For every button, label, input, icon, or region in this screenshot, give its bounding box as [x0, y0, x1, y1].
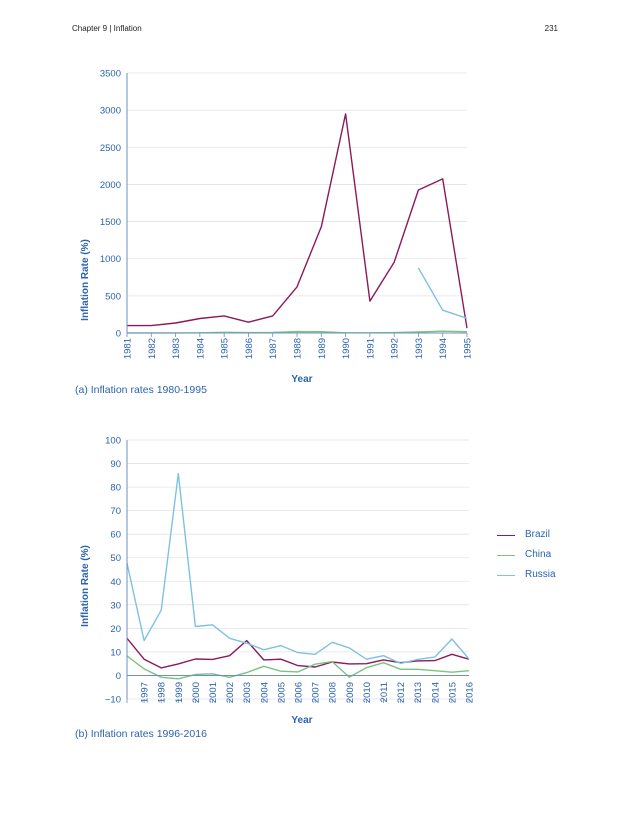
series-line-brazil	[127, 113, 468, 329]
x-tick-label: 2011	[379, 682, 390, 702]
series-line-russia	[126, 473, 470, 665]
series-line-russia	[417, 267, 468, 319]
y-tick-label: 40	[110, 577, 121, 588]
x-tick-label: 2000	[191, 682, 202, 703]
series-line-china	[126, 655, 470, 680]
x-tick-label: 2008	[328, 682, 339, 703]
x-tick-label: 1986	[244, 338, 255, 359]
x-tick-label: 2003	[242, 682, 253, 703]
x-tick-label: 2013	[413, 682, 424, 703]
chart-legend: Brazil China Russia	[497, 528, 597, 588]
chart-b-caption: (b) Inflation rates 1996-2016	[75, 728, 207, 740]
legend-label-russia: Russia	[525, 569, 556, 580]
y-tick-label: 70	[110, 506, 121, 517]
x-tick-label: 2015	[447, 682, 458, 703]
y-tick-label: 100	[105, 436, 121, 447]
legend-swatch-russia	[497, 575, 515, 576]
x-tick-label: 2002	[225, 682, 236, 703]
y-tick-label: 3500	[100, 69, 121, 80]
x-tick-label: 1987	[268, 338, 279, 359]
x-tick-label: 2007	[311, 682, 322, 703]
y-tick-label: 90	[110, 459, 121, 470]
x-tick-label: 2005	[276, 682, 287, 703]
y-tick-label: 20	[110, 624, 121, 635]
x-tick-label: 2014	[430, 682, 441, 703]
x-tick-label: 1994	[438, 338, 449, 359]
page-header: Chapter 9 | Inflation 231	[72, 24, 558, 38]
x-tick-label: 1988	[293, 338, 304, 359]
y-tick-label: 50	[110, 553, 121, 564]
chapter-title: Chapter 9 | Inflation	[72, 24, 142, 33]
x-tick-label: 1998	[157, 682, 168, 703]
legend-item-brazil: Brazil	[497, 528, 597, 548]
y-tick-label: 3000	[100, 106, 121, 117]
x-tick-label: 1995	[463, 338, 474, 359]
x-tick-label: 1997	[140, 682, 151, 703]
chart-a: 0 500 1000 1500 2000 2500 3000 3500 1981 1982 1983…	[80, 69, 474, 386]
y-tick-label: 60	[110, 530, 121, 541]
x-tick-label: 1991	[365, 338, 376, 359]
x-tick-label: 1999	[174, 682, 185, 703]
x-axis-title: Year	[291, 715, 312, 726]
x-tick-label: 2009	[345, 682, 356, 703]
y-tick-label: 10	[110, 647, 121, 658]
y-tick-label: 2000	[100, 180, 121, 191]
y-tick-label: 0	[116, 671, 121, 682]
x-tick-label: 1983	[171, 338, 182, 359]
x-tick-label: 1981	[123, 338, 134, 359]
chart-b: −10 0 10 20 30 40 50 60 70 80 90 100 1997 1998 1999 200…	[80, 436, 476, 727]
y-tick-label: 0	[116, 329, 121, 340]
legend-item-russia: Russia	[497, 568, 597, 588]
page-number: 231	[544, 24, 558, 33]
series-line-brazil	[126, 637, 470, 669]
legend-label-china: China	[525, 549, 552, 560]
x-tick-label: 2016	[465, 682, 476, 703]
x-tick-label: 1984	[195, 338, 206, 359]
x-tick-label: 2004	[259, 682, 270, 703]
y-tick-label: 1500	[100, 217, 121, 228]
x-tick-label: 1989	[317, 338, 328, 359]
legend-swatch-brazil	[497, 535, 515, 536]
x-tick-label: 2010	[362, 682, 373, 703]
y-tick-label: 500	[105, 291, 121, 302]
y-axis-title: Inflation Rate (%)	[80, 545, 91, 627]
y-tick-label: 80	[110, 483, 121, 494]
legend-swatch-china	[497, 555, 515, 556]
x-tick-label: 1992	[390, 338, 401, 359]
x-tick-label: 1985	[220, 338, 231, 359]
y-tick-label: 2500	[100, 143, 121, 154]
x-axis-title: Year	[291, 374, 312, 385]
x-tick-label: 1982	[147, 338, 158, 359]
x-tick-label: 1990	[341, 338, 352, 359]
y-tick-label: 30	[110, 600, 121, 611]
legend-label-brazil: Brazil	[525, 529, 551, 540]
y-axis-title: Inflation Rate (%)	[80, 239, 91, 321]
y-tick-label: −10	[105, 695, 121, 706]
chart-a-caption: (a) Inflation rates 1980-1995	[75, 384, 207, 396]
x-tick-label: 1993	[414, 338, 425, 359]
x-tick-label: 2006	[294, 682, 305, 703]
legend-item-china: China	[497, 548, 597, 568]
x-tick-label: 2001	[208, 682, 219, 703]
y-tick-label: 1000	[100, 254, 121, 265]
x-tick-label: 2012	[396, 682, 407, 703]
